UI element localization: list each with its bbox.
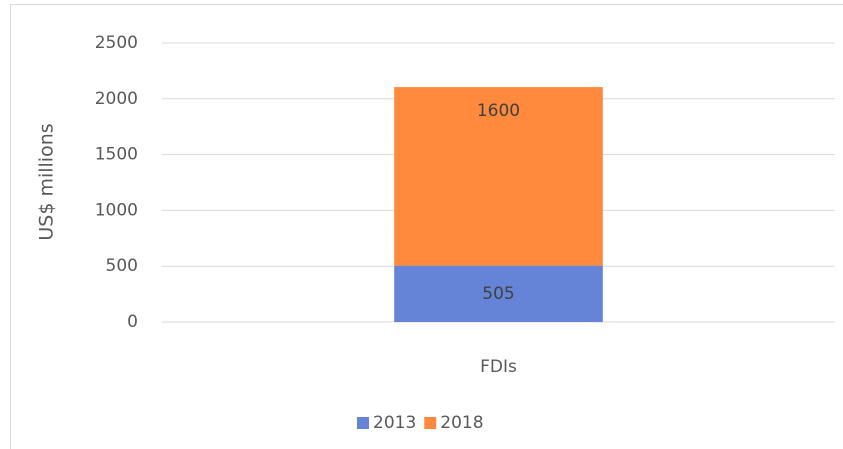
y-tick-label: 2000 <box>95 89 138 109</box>
legend-swatch <box>424 417 437 429</box>
data-label: 1600 <box>477 101 520 121</box>
y-tick-label: 500 <box>106 256 138 276</box>
y-tick-label: 2500 <box>95 33 138 53</box>
legend-label: 2018 <box>440 413 483 433</box>
legend-label: 2013 <box>373 413 416 433</box>
y-axis-label: US$ millions <box>36 123 58 240</box>
chart-border <box>10 4 843 449</box>
y-tick-label: 1000 <box>95 200 138 220</box>
data-label: 505 <box>482 284 514 304</box>
legend-swatch <box>357 417 369 429</box>
x-tick-label: FDIs <box>480 357 517 377</box>
y-tick-label: 0 <box>127 312 138 332</box>
bar-segment <box>394 87 603 266</box>
y-tick-label: 1500 <box>95 145 138 165</box>
bar-segment <box>394 265 603 322</box>
